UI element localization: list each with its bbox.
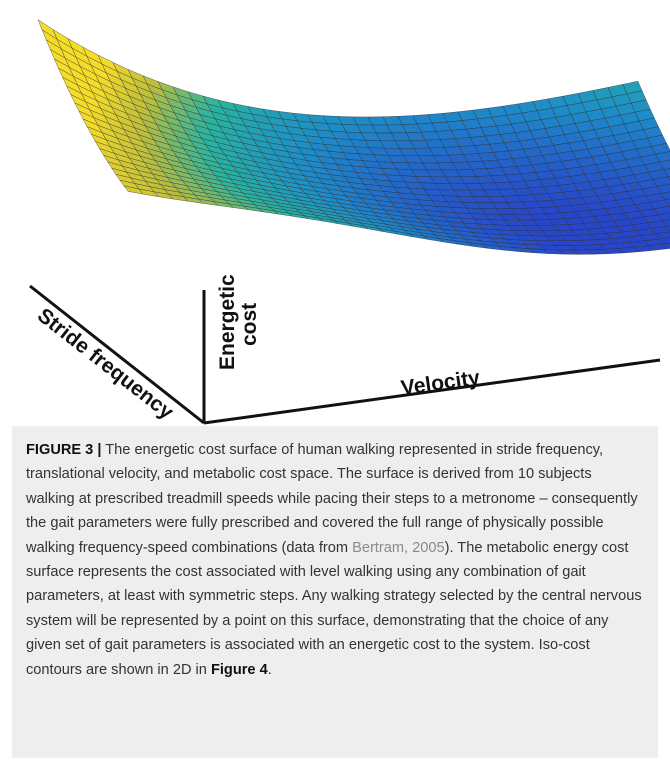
surface-patch [660, 191, 670, 201]
stride-frequency-label: Stride frequency [33, 304, 178, 424]
surface-patch [664, 198, 670, 207]
surface-patch [656, 184, 670, 194]
caption-text: The energetic cost surface of human walk… [26, 442, 638, 556]
caption-label: FIGURE 3 | [26, 442, 102, 458]
surface-patch [651, 143, 670, 155]
figure-link[interactable]: Figure 4 [210, 661, 268, 678]
caption-text: . [267, 661, 272, 678]
surface-patch [655, 151, 670, 163]
surface-patch [652, 176, 670, 187]
surface-patch [666, 225, 670, 232]
surface-patch [654, 206, 670, 215]
energetic-label: Energetic [216, 274, 239, 370]
surface-patch [658, 212, 670, 221]
cost-surface [37, 19, 670, 255]
figure: Stride frequency Energetic cost Velocity [29, 19, 670, 425]
surface-patch [651, 226, 670, 235]
citation-link[interactable]: Bertram, 2005 [352, 539, 445, 556]
surface-patch [662, 219, 670, 227]
stride-axis [29, 284, 205, 425]
surface-patch [663, 242, 670, 249]
surface-patch [663, 168, 670, 177]
figure-caption: FIGURE 3 | The energetic cost surface of… [12, 426, 658, 758]
surface-patch [655, 231, 670, 240]
cost-label: cost [238, 303, 261, 346]
velocity-label: Velocity [399, 366, 481, 400]
caption-text: ). The metabolic energy cost surface rep… [26, 539, 642, 678]
velocity-axis [203, 358, 661, 425]
